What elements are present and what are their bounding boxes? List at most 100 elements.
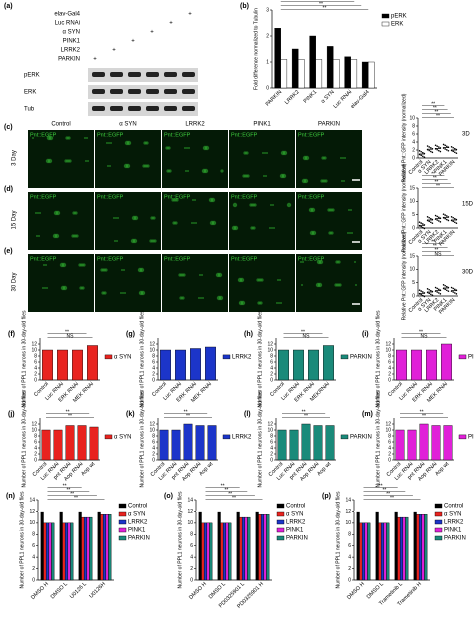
- data-point: [420, 150, 423, 153]
- fluorescence-spot: [237, 277, 243, 283]
- fluorescence-spot: [201, 274, 203, 276]
- significance-label: **: [68, 413, 72, 419]
- data-point: [446, 218, 448, 221]
- fluorescence-spot: [39, 212, 41, 214]
- data-point: [454, 221, 456, 224]
- legend-swatch: [458, 354, 467, 360]
- y-tick-label: 15: [409, 185, 415, 191]
- fluorescence-spot: [266, 152, 268, 154]
- fluorescence-spot: [341, 180, 343, 182]
- legend-swatch: [458, 434, 467, 440]
- genotype-label: α SYN: [63, 30, 80, 36]
- legend-label: LRRK2: [444, 520, 464, 526]
- significance-label: **: [232, 495, 236, 501]
- bar: [102, 514, 107, 581]
- data-point: [422, 226, 424, 229]
- bar: [399, 516, 404, 581]
- y-tick-label: 8: [34, 433, 37, 439]
- bar: [70, 522, 74, 581]
- plus-mark: +: [150, 30, 154, 36]
- x-tick-label: elav-Gal4: [350, 89, 371, 110]
- panel-label: (d): [4, 186, 13, 193]
- fluorescence-spot: [334, 283, 338, 287]
- y-tick-label: 6: [32, 543, 35, 549]
- y-tick-label: 12: [267, 341, 273, 347]
- fluorescence-spot: [78, 263, 82, 267]
- data-point: [454, 147, 456, 150]
- y-tick-label: 6: [348, 543, 351, 549]
- y-tick-label: 10: [267, 427, 273, 433]
- legend-swatch: [222, 434, 231, 440]
- fluorescence-spot: [198, 297, 200, 299]
- legend-label: Control: [286, 504, 305, 510]
- bar: [277, 429, 287, 461]
- bar: [298, 59, 305, 89]
- fluorescence-spot: [59, 262, 65, 268]
- bar: [405, 516, 409, 581]
- fluorescence-spot: [195, 222, 197, 224]
- y-tick-label: 10: [409, 115, 415, 121]
- bar: [443, 425, 453, 461]
- bar: [289, 429, 299, 461]
- genotype-label: PINK1: [63, 39, 81, 45]
- bar: [42, 349, 53, 381]
- y-axis-label: Number of PPL1 neurons in 30-day-old fli…: [375, 310, 381, 407]
- legend-swatch: [340, 354, 349, 360]
- plus-mark: +: [93, 57, 97, 63]
- data-point: [428, 220, 431, 223]
- x-tick-label: DMSO L: [50, 581, 69, 600]
- y-tick-label: 4: [34, 365, 37, 371]
- significance-label: **: [74, 495, 78, 501]
- bar: [308, 349, 319, 381]
- y-tick-label: 4: [34, 445, 37, 451]
- band: [164, 72, 177, 77]
- data-point: [439, 221, 442, 223]
- y-tick-label: 2: [348, 566, 351, 572]
- fluorescence-spot: [187, 170, 189, 172]
- legend-swatch: [118, 535, 127, 541]
- x-tick-label: Aop wt: [80, 461, 96, 477]
- column-header: Control: [51, 122, 70, 128]
- legend-swatch: [381, 13, 390, 19]
- panel-label: (p): [322, 493, 331, 500]
- x-tick-label: PARKIN: [265, 89, 283, 107]
- bar: [83, 516, 88, 581]
- data-point: [446, 145, 448, 148]
- y-tick-label: 0: [412, 293, 415, 299]
- significance-label: **: [431, 101, 435, 107]
- bar: [67, 522, 71, 581]
- significance-label: **: [316, 0, 320, 3]
- fluorescence-spot: [143, 141, 147, 145]
- bar: [190, 348, 201, 381]
- fluorescence-spot: [220, 169, 224, 173]
- significance-label: **: [302, 409, 306, 415]
- fluorescence-spot: [84, 137, 86, 139]
- data-point: [438, 292, 440, 294]
- y-tick-label: 4: [270, 365, 273, 371]
- data-point: [430, 293, 432, 296]
- data-point: [430, 150, 432, 153]
- bar: [100, 514, 104, 581]
- bar: [105, 514, 109, 581]
- fluorescence-spot: [116, 240, 118, 242]
- y-tick-label: 14: [29, 497, 35, 503]
- fluorescence-spot: [216, 295, 222, 301]
- bar: [278, 349, 289, 381]
- y-axis-label: Number of PPL1 neurons in 30-day-old fli…: [257, 310, 263, 407]
- data-point: [434, 214, 437, 217]
- bar: [356, 511, 360, 581]
- significance-label: **: [319, 1, 323, 7]
- bar: [293, 349, 304, 381]
- image-label: Pnt::EGFP: [231, 132, 258, 138]
- fluorescence-spot: [328, 231, 332, 235]
- data-point: [438, 220, 440, 222]
- fluorescence-spot: [53, 210, 59, 216]
- y-tick-label: 0: [412, 225, 415, 231]
- y-axis-label: Relative Pnt::GFP intensity (normalized): [401, 163, 407, 252]
- fluorescence-spot: [114, 240, 116, 242]
- legend-swatch: [118, 511, 127, 517]
- panel-label: (n): [6, 493, 15, 500]
- panel-label: (g): [126, 331, 135, 338]
- micrograph: [95, 254, 161, 312]
- fluorescence-spot: [271, 227, 273, 229]
